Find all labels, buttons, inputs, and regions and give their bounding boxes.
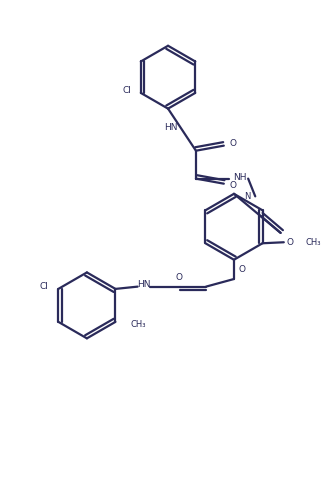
Text: Cl: Cl	[122, 86, 131, 95]
Text: O: O	[239, 265, 246, 274]
Text: N: N	[245, 192, 251, 201]
Text: HN: HN	[164, 123, 177, 132]
Text: CH₃: CH₃	[131, 320, 146, 330]
Text: O: O	[286, 238, 293, 247]
Text: O: O	[175, 273, 182, 282]
Text: NH: NH	[233, 173, 247, 182]
Text: O: O	[229, 181, 236, 190]
Text: Cl: Cl	[40, 282, 49, 291]
Text: HN: HN	[137, 280, 151, 289]
Text: O: O	[229, 139, 236, 148]
Text: CH₃: CH₃	[305, 238, 321, 247]
